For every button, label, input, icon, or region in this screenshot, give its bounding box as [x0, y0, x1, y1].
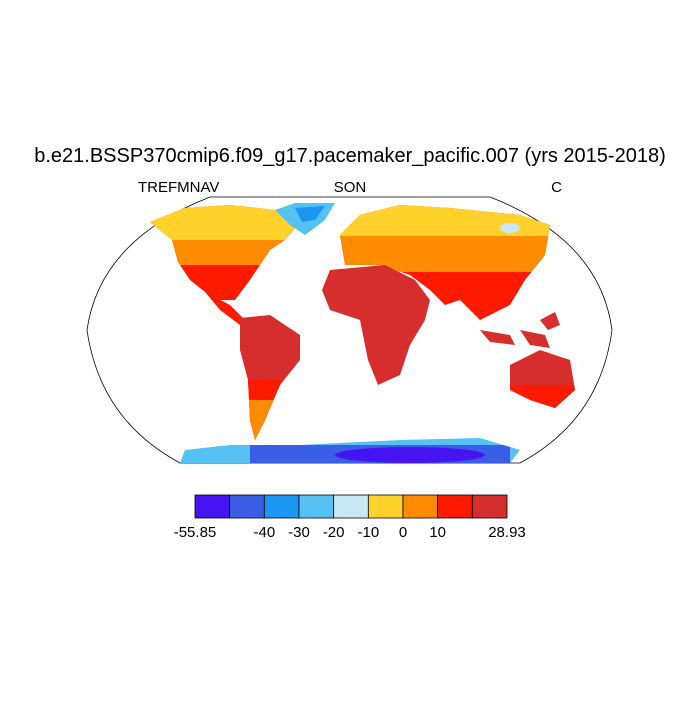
- colorbar-label: -40: [253, 524, 275, 541]
- colorbar-box: [194, 494, 231, 519]
- colorbar-label: 0: [399, 524, 407, 541]
- colorbar-label: -55.85: [174, 524, 217, 541]
- colorbar-box: [471, 494, 508, 519]
- colorbar-label: 10: [429, 524, 446, 541]
- colorbar-label: 28.93: [488, 524, 526, 541]
- africa: [322, 265, 430, 385]
- greenland-core: [295, 206, 325, 222]
- colorbar-box: [367, 494, 404, 519]
- colorbar-box: [437, 494, 473, 519]
- left-label: TREFMNAV: [138, 179, 219, 196]
- colorbar-box: [263, 494, 300, 519]
- colorbar-box: [333, 494, 369, 519]
- colorbar-box: [402, 494, 439, 519]
- colorbar: -55.85 -40 -30 -20 -10 0 10 28.93: [174, 494, 526, 541]
- colorbar-label: -30: [288, 524, 310, 541]
- colorbar-label: -10: [357, 524, 379, 541]
- islands: [480, 312, 560, 348]
- right-label: C: [551, 179, 562, 196]
- title: b.e21.BSSP370cmip6.f09_g17.pacemaker_pac…: [34, 145, 666, 167]
- colorbar-box: [298, 494, 335, 519]
- map: [86, 196, 613, 464]
- center-label: SON: [334, 179, 367, 196]
- colorbar-label: -20: [323, 524, 345, 541]
- central-america: [205, 292, 245, 325]
- colorbar-box: [229, 494, 265, 519]
